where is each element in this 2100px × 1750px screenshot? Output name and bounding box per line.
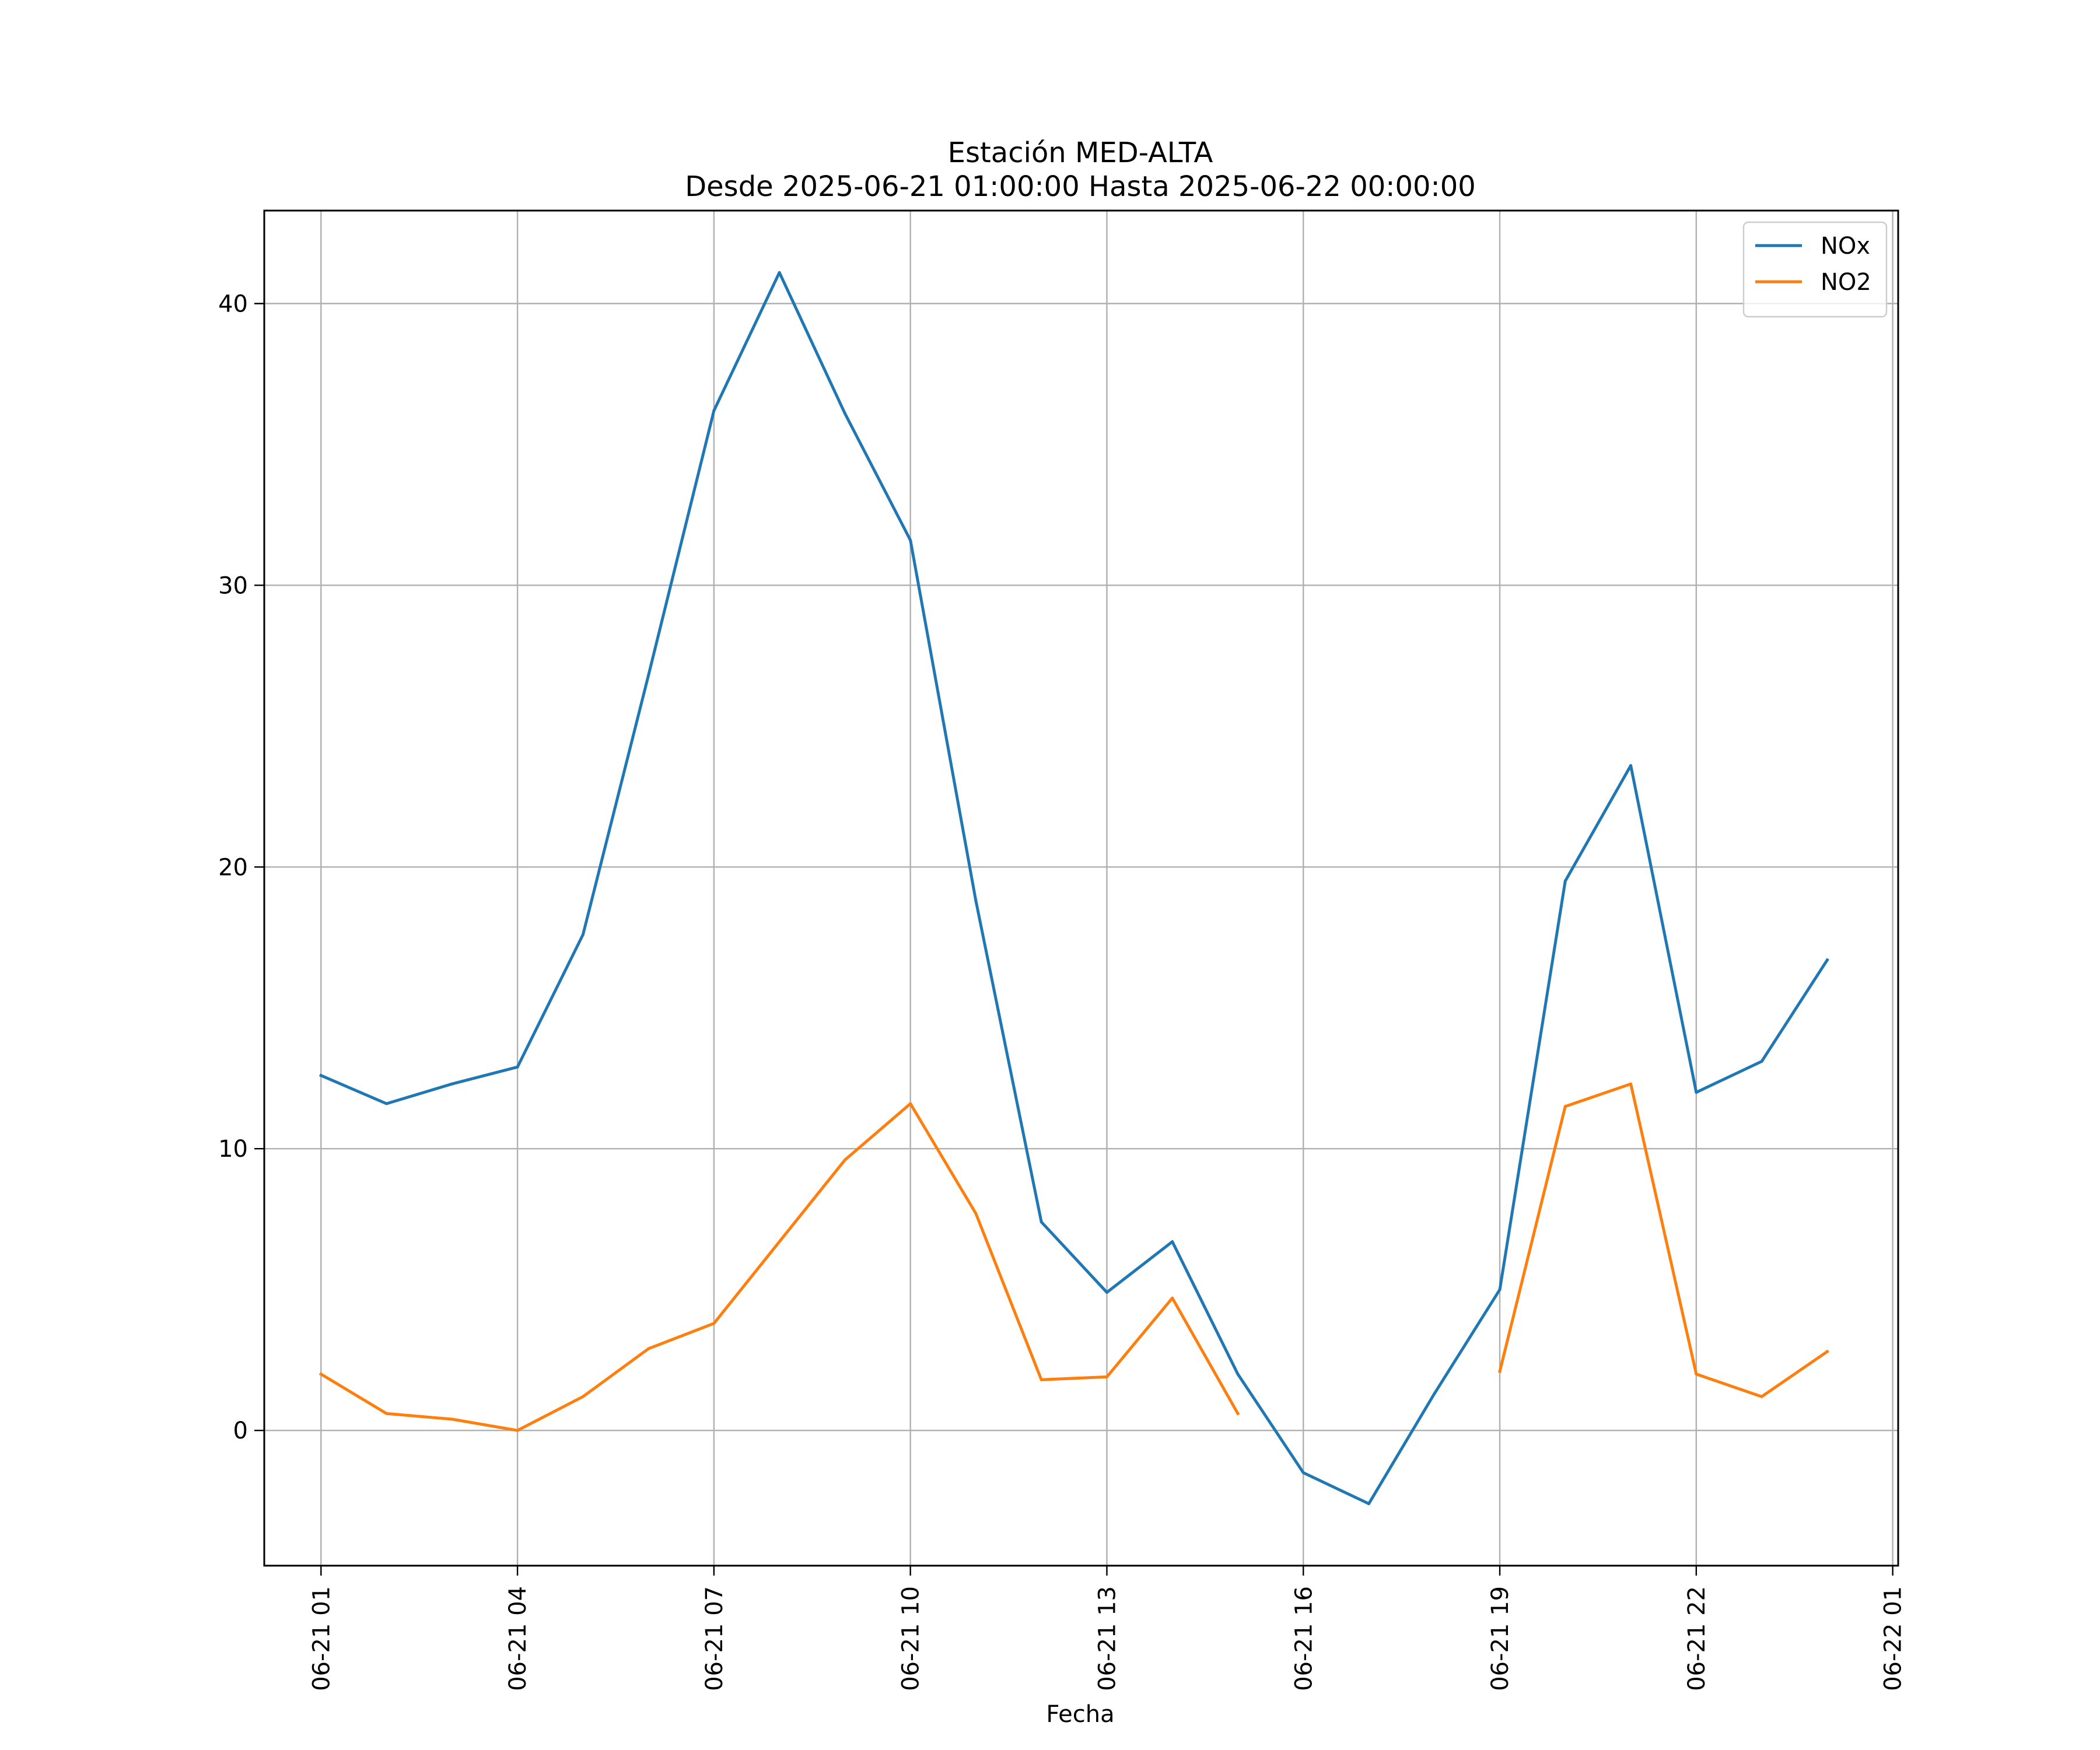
data-point-nox bbox=[385, 1102, 388, 1105]
y-tick-label: 30 bbox=[218, 572, 248, 599]
data-point-nox bbox=[974, 899, 978, 902]
data-point-nox bbox=[647, 674, 650, 677]
x-tick-label: 06-21 16 bbox=[1290, 1586, 1317, 1691]
legend-label-nox: NOx bbox=[1821, 233, 1870, 260]
data-point-no2 bbox=[319, 1373, 323, 1376]
data-point-no2 bbox=[385, 1412, 388, 1415]
data-point-nox bbox=[712, 409, 716, 412]
data-point-nox bbox=[516, 1065, 519, 1069]
data-point-nox bbox=[1105, 1291, 1108, 1294]
data-point-no2 bbox=[1825, 1350, 1829, 1353]
data-point-no2 bbox=[647, 1347, 650, 1350]
y-tick-label: 0 bbox=[233, 1418, 248, 1444]
data-point-nox bbox=[1040, 1220, 1043, 1224]
data-point-nox bbox=[1433, 1392, 1436, 1395]
x-tick-label: 06-22 01 bbox=[1880, 1586, 1907, 1691]
series-lines bbox=[318, 271, 1829, 1506]
data-point-nox bbox=[319, 1074, 323, 1077]
y-tick-label: 40 bbox=[218, 290, 248, 317]
data-point-no2 bbox=[974, 1212, 978, 1215]
x-tick-label: 06-21 13 bbox=[1094, 1586, 1121, 1691]
data-point-no2 bbox=[516, 1429, 519, 1432]
chart-title: Estación MED-ALTA bbox=[948, 136, 1213, 169]
plot-frame bbox=[263, 209, 1899, 1567]
data-point-no2 bbox=[1171, 1296, 1174, 1300]
data-point-no2 bbox=[1498, 1370, 1502, 1373]
x-tick-label: 06-21 07 bbox=[701, 1586, 728, 1691]
data-point-nox bbox=[843, 412, 846, 415]
data-point-nox bbox=[1367, 1502, 1370, 1506]
data-point-no2 bbox=[581, 1395, 584, 1398]
data-point-nox bbox=[1695, 1091, 1698, 1094]
x-tick-label: 06-21 01 bbox=[308, 1586, 335, 1691]
x-axis-ticks: 06-21 01 06-21 04 06-21 07 06-21 10 06-21 13… bbox=[308, 1566, 1907, 1691]
series-line-nox bbox=[319, 271, 1829, 1506]
data-point-nox bbox=[1236, 1373, 1240, 1376]
data-point-no2 bbox=[1563, 1105, 1567, 1108]
data-point-no2 bbox=[712, 1322, 716, 1325]
data-point-no2 bbox=[778, 1240, 781, 1244]
legend-label-no2: NO2 bbox=[1821, 269, 1871, 296]
data-point-nox bbox=[1301, 1471, 1305, 1475]
data-point-no2 bbox=[1629, 1082, 1633, 1086]
data-point-no2 bbox=[1695, 1373, 1698, 1376]
y-tick-label: 10 bbox=[218, 1136, 248, 1163]
data-point-nox bbox=[1171, 1240, 1174, 1244]
chart-subtitle: Desde 2025-06-21 01:00:00 Hasta 2025-06-… bbox=[685, 170, 1476, 203]
data-point-nox bbox=[1563, 879, 1567, 883]
data-point-no2 bbox=[909, 1102, 912, 1105]
data-point-nox bbox=[909, 538, 912, 542]
data-point-no2 bbox=[1105, 1375, 1108, 1378]
data-point-no2 bbox=[450, 1418, 454, 1421]
x-tick-label: 06-21 19 bbox=[1487, 1586, 1514, 1691]
series-line-no2 bbox=[1498, 1082, 1829, 1398]
grid bbox=[264, 211, 1898, 1566]
x-tick-label: 06-21 22 bbox=[1684, 1586, 1710, 1691]
y-tick-label: 20 bbox=[218, 854, 248, 881]
data-point-nox bbox=[581, 933, 584, 936]
x-axis-label: Fecha bbox=[1046, 1701, 1114, 1728]
x-tick-label: 06-21 10 bbox=[898, 1586, 925, 1691]
data-point-nox bbox=[1825, 958, 1829, 962]
data-point-nox bbox=[1760, 1060, 1763, 1063]
data-point-no2 bbox=[1760, 1395, 1763, 1398]
data-point-nox bbox=[450, 1082, 454, 1086]
y-axis-ticks: 0 10 20 30 40 bbox=[218, 290, 264, 1444]
legend: NOx NO2 bbox=[1742, 221, 1888, 318]
data-point-no2 bbox=[1040, 1378, 1043, 1381]
data-point-nox bbox=[1629, 764, 1633, 767]
data-point-no2 bbox=[1236, 1412, 1240, 1415]
data-point-no2 bbox=[843, 1158, 846, 1161]
x-tick-label: 06-21 04 bbox=[505, 1586, 531, 1691]
data-point-nox bbox=[1498, 1288, 1502, 1292]
data-point-nox bbox=[778, 271, 781, 274]
